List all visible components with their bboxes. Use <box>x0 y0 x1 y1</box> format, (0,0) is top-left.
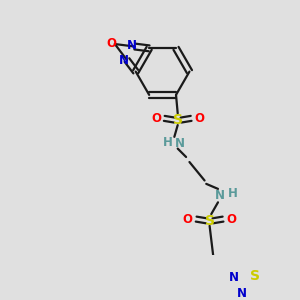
Text: N: N <box>237 287 247 300</box>
Text: H: H <box>228 188 238 200</box>
Text: N: N <box>127 39 136 52</box>
Text: O: O <box>106 37 116 50</box>
Text: O: O <box>183 213 193 226</box>
Text: N: N <box>229 271 239 284</box>
Text: N: N <box>215 189 225 202</box>
Text: N: N <box>174 137 184 150</box>
Text: N: N <box>119 54 129 67</box>
Text: O: O <box>151 112 161 125</box>
Text: H: H <box>163 136 172 149</box>
Text: S: S <box>250 269 260 283</box>
Text: S: S <box>173 113 183 127</box>
Text: S: S <box>205 214 214 228</box>
Text: O: O <box>194 112 205 125</box>
Text: O: O <box>226 213 236 226</box>
